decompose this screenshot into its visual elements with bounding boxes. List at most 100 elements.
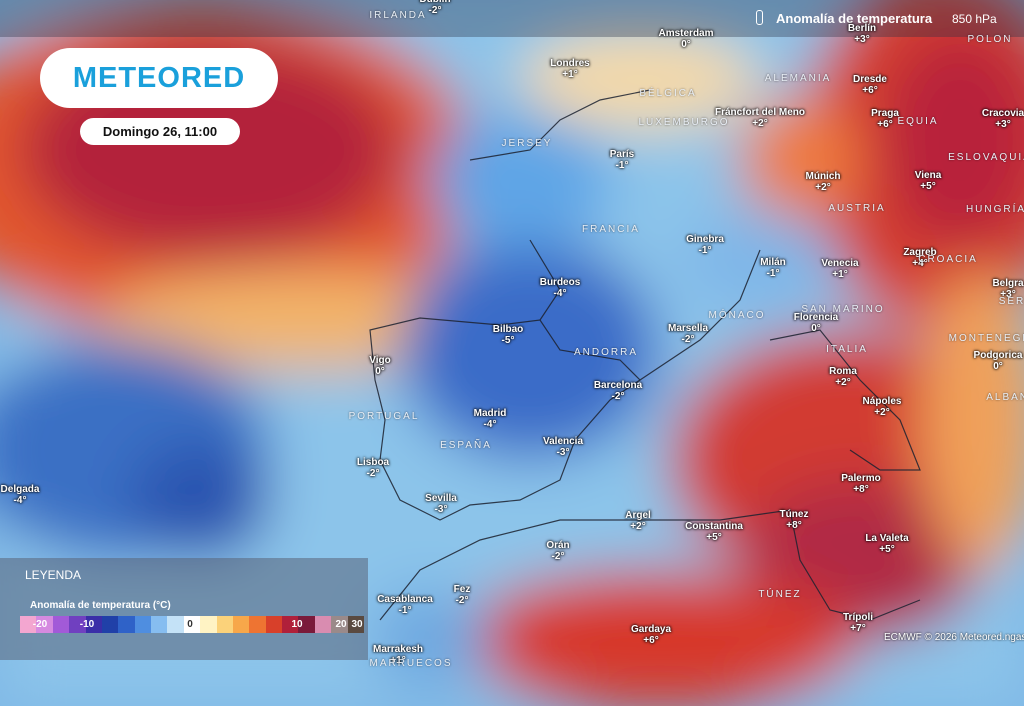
- city-label: Florencia 0°: [794, 312, 838, 334]
- city-name: Viena: [914, 170, 942, 181]
- city-name: Sevilla: [425, 493, 457, 504]
- country-label: AUSTRIA: [828, 203, 886, 214]
- country-label: HUNGRÍA: [965, 204, 1024, 215]
- legend-tick: -10: [79, 619, 95, 630]
- city-label: Cracovia +3°: [982, 108, 1024, 130]
- city-label: Lisboa -2°: [357, 457, 389, 479]
- city-anomaly: +5°: [879, 544, 895, 555]
- city-name: Roma: [829, 366, 857, 377]
- city-anomaly: +7°: [850, 623, 866, 634]
- city-anomaly: -2°: [551, 551, 565, 562]
- city-anomaly: -2°: [681, 334, 695, 345]
- city-name: Bilbao: [492, 324, 524, 335]
- legend-tick: -20: [32, 619, 48, 630]
- country-label: ESPAÑA: [440, 440, 492, 451]
- city-name: Barcelona: [593, 380, 643, 391]
- country-label: MARRUECOS: [369, 658, 453, 669]
- city-name: Gardaya: [630, 624, 672, 635]
- date-label: Domingo 26, 11:00: [80, 118, 240, 145]
- city-anomaly: -2°: [366, 468, 380, 479]
- city-name: Trípoli: [843, 612, 873, 623]
- city-name: París: [609, 149, 635, 160]
- city-label: La Valeta +5°: [865, 533, 908, 555]
- city-anomaly: -3°: [434, 504, 448, 515]
- city-label: Berlín +3°: [848, 23, 876, 45]
- legend-tick: 0: [187, 619, 193, 630]
- credit: ECMWF © 2026 Meteored.ngas: [884, 632, 1024, 643]
- city-anomaly: +2°: [752, 118, 768, 129]
- city-name: Belgra: [992, 278, 1024, 289]
- city-label: Londres +1°: [550, 58, 589, 80]
- city-anomaly: +1°: [832, 269, 848, 280]
- city-anomaly: +5°: [706, 532, 722, 543]
- city-label: Roma +2°: [829, 366, 857, 388]
- city-anomaly: -4°: [483, 419, 497, 430]
- city-anomaly: -3°: [556, 447, 570, 458]
- city-name: Venecia: [821, 258, 859, 269]
- city-anomaly: +6°: [862, 85, 878, 96]
- city-label: Ginebra -1°: [686, 234, 724, 256]
- city-anomaly: +6°: [877, 119, 893, 130]
- city-anomaly: +2°: [815, 182, 831, 193]
- city-name: Burdeos: [539, 277, 581, 288]
- country-label: ESLOVAQUIA: [948, 152, 1024, 163]
- city-name: Ginebra: [686, 234, 724, 245]
- city-label: Burdeos -4°: [540, 277, 581, 299]
- city-label: Argel +2°: [625, 510, 651, 532]
- city-label: Venecia +1°: [821, 258, 858, 280]
- legend-tick: 30: [351, 619, 363, 630]
- city-name: Fráncfort del Meno: [714, 107, 806, 118]
- legend-tick: 10: [291, 619, 303, 630]
- city-label: Gardaya +6°: [631, 624, 671, 646]
- city-name: Valencia: [542, 436, 584, 447]
- city-label: Belgra +3°: [992, 278, 1023, 300]
- city-label: Dresde +6°: [853, 74, 887, 96]
- city-label: Viena +5°: [915, 170, 942, 192]
- city-anomaly: 0°: [993, 361, 1003, 372]
- layer-title: Anomalía de temperatura: [776, 11, 933, 26]
- city-anomaly: -4°: [13, 495, 27, 506]
- city-label: Orán -2°: [546, 540, 569, 562]
- city-label: Madrid -4°: [474, 408, 507, 430]
- country-label: IRLANDA: [369, 10, 427, 21]
- thermometer-icon: [756, 10, 763, 25]
- country-label: PORTUGAL: [348, 411, 420, 422]
- country-label: ANDORRA: [573, 347, 639, 358]
- city-name: Dresde: [853, 74, 887, 85]
- city-label: Bilbao -5°: [493, 324, 524, 346]
- city-name: Palermo: [841, 473, 881, 484]
- city-label: Milán -1°: [760, 257, 786, 279]
- city-label: Fez -2°: [454, 584, 471, 606]
- city-name: Berlín: [847, 23, 877, 34]
- city-label: París -1°: [610, 149, 634, 171]
- legend-heading: Anomalía de temperatura (°C): [30, 600, 171, 611]
- city-name: Nápoles: [862, 396, 902, 407]
- country-label: MÓNACO: [708, 310, 766, 321]
- country-label: BÉLGICA: [639, 88, 697, 99]
- country-label: CROACIA: [918, 254, 978, 265]
- city-name: Marsella: [667, 323, 709, 334]
- city-name: Praga: [871, 108, 899, 119]
- city-label: Podgorica 0°: [974, 350, 1023, 372]
- layer-level: 850 hPa: [952, 12, 997, 26]
- city-label: Vigo 0°: [369, 355, 390, 377]
- country-label: EQUIA: [897, 116, 939, 127]
- city-label: Nápoles +2°: [863, 396, 902, 418]
- city-anomaly: -2°: [455, 595, 469, 606]
- country-label: SAN MARINO: [801, 304, 885, 315]
- city-label: Sevilla -3°: [425, 493, 457, 515]
- city-name: Cracovia: [981, 108, 1024, 119]
- city-anomaly: +2°: [630, 521, 646, 532]
- city-anomaly: +8°: [786, 520, 802, 531]
- city-anomaly: 0°: [681, 39, 691, 50]
- country-label: JERSEY: [501, 138, 553, 149]
- country-label: LUXEMBURGO: [638, 117, 730, 128]
- city-name: Florencia: [793, 312, 839, 323]
- city-name: Marrakesh: [372, 644, 424, 655]
- city-name: Madrid: [473, 408, 507, 419]
- legend-title: LEYENDA: [25, 568, 82, 582]
- legend-tick: 20: [335, 619, 347, 630]
- city-anomaly: +3°: [854, 34, 870, 45]
- city-name: Constantina: [685, 521, 743, 532]
- country-label: ALBANI: [986, 392, 1024, 403]
